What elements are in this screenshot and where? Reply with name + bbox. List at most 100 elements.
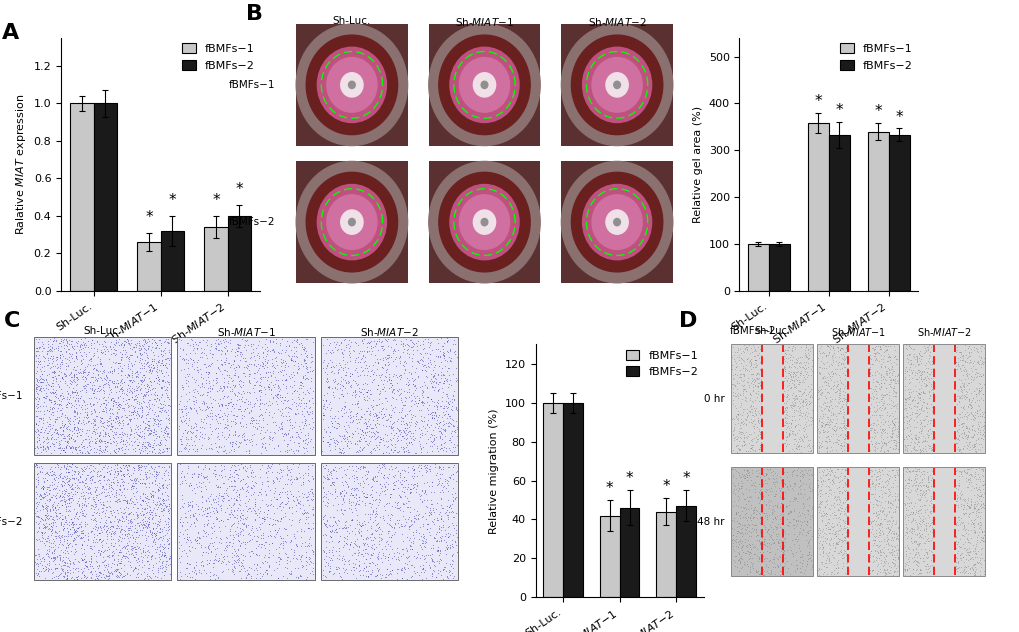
Point bbox=[208, 492, 224, 502]
Point bbox=[918, 482, 934, 492]
Point bbox=[108, 564, 124, 574]
Point bbox=[58, 517, 74, 527]
Point bbox=[907, 433, 923, 443]
Point bbox=[29, 420, 45, 430]
Point bbox=[88, 411, 104, 421]
Point bbox=[240, 372, 257, 382]
Point bbox=[183, 358, 200, 368]
Point bbox=[285, 386, 302, 396]
Point bbox=[37, 540, 53, 550]
Point bbox=[371, 336, 387, 346]
Point bbox=[157, 385, 173, 395]
Point bbox=[232, 438, 249, 448]
Point bbox=[249, 395, 265, 405]
Point bbox=[416, 412, 432, 422]
Point bbox=[223, 552, 239, 562]
Point bbox=[47, 362, 63, 372]
Point bbox=[315, 492, 331, 502]
Point bbox=[738, 342, 754, 352]
Point bbox=[65, 533, 82, 543]
Point bbox=[378, 436, 394, 446]
Point bbox=[370, 444, 386, 454]
Point bbox=[129, 503, 146, 513]
Point bbox=[107, 487, 123, 497]
Point bbox=[820, 535, 837, 545]
Point bbox=[194, 398, 210, 408]
Point bbox=[833, 503, 849, 513]
Point bbox=[417, 366, 433, 376]
Point bbox=[73, 430, 90, 440]
Point bbox=[761, 568, 777, 578]
Point bbox=[796, 363, 812, 374]
Point bbox=[391, 425, 408, 435]
Point bbox=[348, 495, 365, 506]
Point bbox=[31, 426, 47, 436]
Point bbox=[414, 564, 430, 574]
Point bbox=[103, 387, 119, 397]
Point bbox=[342, 484, 359, 494]
Point bbox=[726, 374, 742, 384]
Point bbox=[226, 348, 243, 358]
Point bbox=[63, 487, 79, 497]
Point bbox=[194, 377, 210, 387]
Point bbox=[826, 528, 843, 538]
Point bbox=[143, 389, 159, 399]
Point bbox=[759, 568, 775, 578]
Point bbox=[120, 406, 137, 416]
Point bbox=[403, 433, 419, 443]
Point bbox=[900, 430, 916, 441]
Point bbox=[796, 394, 812, 404]
Point bbox=[128, 513, 145, 523]
Point bbox=[172, 391, 189, 401]
Point bbox=[335, 567, 352, 577]
Point bbox=[47, 540, 63, 550]
Point bbox=[326, 368, 342, 378]
Point bbox=[332, 360, 348, 370]
Point bbox=[837, 465, 853, 475]
Point bbox=[754, 479, 770, 489]
Point bbox=[397, 423, 414, 433]
Point bbox=[275, 434, 291, 444]
Point bbox=[818, 509, 835, 519]
Point bbox=[209, 432, 225, 442]
Point bbox=[105, 521, 121, 531]
Point bbox=[56, 536, 72, 546]
Point bbox=[751, 418, 767, 428]
Point bbox=[741, 526, 757, 537]
Point bbox=[121, 495, 138, 505]
Point bbox=[77, 551, 94, 561]
Point bbox=[786, 415, 802, 425]
Point bbox=[128, 509, 145, 519]
Point bbox=[378, 436, 394, 446]
Point bbox=[138, 527, 154, 537]
Point bbox=[133, 410, 150, 420]
Point bbox=[182, 480, 199, 490]
Point bbox=[837, 434, 853, 444]
Point bbox=[363, 540, 379, 550]
Point bbox=[104, 377, 120, 387]
Point bbox=[400, 551, 417, 561]
Point bbox=[130, 460, 147, 470]
Point bbox=[189, 535, 205, 545]
Point bbox=[228, 339, 245, 349]
Point bbox=[398, 373, 415, 383]
Point bbox=[67, 554, 84, 564]
Point bbox=[799, 537, 815, 547]
Point bbox=[406, 399, 422, 409]
Point bbox=[136, 390, 152, 400]
Point bbox=[128, 513, 145, 523]
Point bbox=[378, 393, 394, 403]
Point bbox=[32, 489, 48, 499]
Point bbox=[348, 423, 365, 434]
Point bbox=[271, 489, 287, 499]
Point bbox=[120, 368, 137, 379]
Point bbox=[869, 481, 886, 491]
Point bbox=[113, 411, 129, 422]
Point bbox=[34, 341, 50, 351]
Point bbox=[258, 367, 274, 377]
Point bbox=[48, 562, 64, 573]
Point bbox=[821, 435, 838, 446]
Point bbox=[429, 565, 445, 575]
Point bbox=[730, 566, 746, 576]
Point bbox=[125, 475, 142, 485]
